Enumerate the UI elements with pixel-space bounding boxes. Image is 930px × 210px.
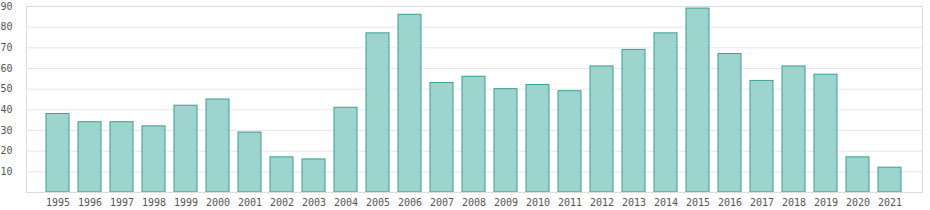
svg-text:70: 70 [1, 42, 13, 53]
svg-text:60: 60 [1, 63, 13, 74]
svg-text:2001: 2001 [238, 197, 262, 208]
svg-text:1997: 1997 [110, 197, 134, 208]
svg-text:2004: 2004 [334, 197, 358, 208]
svg-text:1999: 1999 [174, 197, 198, 208]
svg-text:2005: 2005 [366, 197, 390, 208]
svg-text:2010: 2010 [526, 197, 550, 208]
svg-text:2011: 2011 [558, 197, 582, 208]
svg-text:90: 90 [1, 1, 13, 12]
svg-text:2018: 2018 [782, 197, 806, 208]
svg-text:2013: 2013 [622, 197, 646, 208]
svg-text:10: 10 [1, 166, 13, 177]
svg-text:2019: 2019 [814, 197, 838, 208]
svg-text:2000: 2000 [206, 197, 230, 208]
svg-text:1996: 1996 [78, 197, 102, 208]
svg-text:2009: 2009 [494, 197, 518, 208]
svg-text:2003: 2003 [302, 197, 326, 208]
svg-text:2002: 2002 [270, 197, 294, 208]
svg-text:50: 50 [1, 83, 13, 94]
svg-text:2015: 2015 [686, 197, 710, 208]
svg-text:1995: 1995 [46, 197, 70, 208]
svg-text:2006: 2006 [398, 197, 422, 208]
svg-text:40: 40 [1, 104, 13, 115]
svg-text:2014: 2014 [654, 197, 678, 208]
svg-text:2020: 2020 [846, 197, 870, 208]
svg-text:2012: 2012 [590, 197, 614, 208]
svg-text:2017: 2017 [750, 197, 774, 208]
svg-text:2008: 2008 [462, 197, 486, 208]
svg-text:30: 30 [1, 125, 13, 136]
svg-text:80: 80 [1, 21, 13, 32]
svg-text:20: 20 [1, 145, 13, 156]
svg-text:1998: 1998 [142, 197, 166, 208]
svg-text:2016: 2016 [718, 197, 742, 208]
svg-text:2007: 2007 [430, 197, 454, 208]
svg-text:2021: 2021 [878, 197, 902, 208]
